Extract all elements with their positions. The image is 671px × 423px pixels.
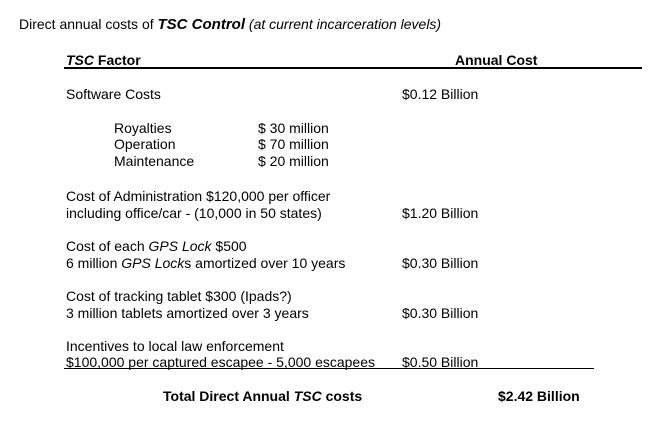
total-label-emphasis: TSC [293,388,322,404]
software-label: Software Costs [66,86,161,102]
software-item-label: Royalties [114,120,172,136]
incentives-cost: $0.50 Billion [402,354,479,370]
gps-line-2-rest: s amortized over 10 years [184,255,346,271]
header-divider [64,67,642,69]
gps-line-1-emphasis: GPS Lock [148,238,212,254]
header-factor-tsc: TSC [66,52,94,68]
gps-line-1: Cost of each GPS Lock $500 [66,238,247,254]
page-title: Direct annual costs of TSC Control (at c… [19,16,441,33]
header-factor-rest: Factor [94,52,141,68]
total-label: Total Direct Annual TSC costs [163,388,362,404]
administration-line-2: including office/car - (10,000 in 50 sta… [66,205,322,221]
gps-line-1-text: Cost of each [66,238,149,254]
column-header-cost: Annual Cost [455,52,538,68]
software-item-value: $ 70 million [258,136,329,152]
total-label-suffix: costs [321,388,363,404]
administration-line-1: Cost of Administration $120,000 per offi… [66,188,331,204]
tablet-cost: $0.30 Billion [402,305,479,321]
title-prefix: Direct annual costs of [19,16,158,32]
gps-line-2-text: 6 million [66,255,122,271]
incentives-line-1: Incentives to local law enforcement [66,338,284,354]
gps-cost: $0.30 Billion [402,255,479,271]
gps-line-1-price: $500 [211,238,247,254]
column-header-factor: TSC Factor [66,52,141,68]
total-label-text: Total Direct Annual [163,388,294,404]
title-emphasis: TSC Control [157,16,246,33]
incentives-line-2: $100,000 per captured escapee - 5,000 es… [66,354,376,370]
software-item-value: $ 20 million [258,153,329,169]
software-item-value: $ 30 million [258,120,329,136]
total-value: $2.42 Billion [498,388,580,404]
gps-line-2-emphasis: GPS Lock [121,255,185,271]
software-cost: $0.12 Billion [402,86,479,102]
software-item-label: Operation [114,136,176,152]
administration-cost: $1.20 Billion [402,205,479,221]
software-item-label: Maintenance [114,153,195,169]
title-suffix: (at current incarceration levels) [245,16,442,32]
total-divider [64,368,594,369]
tablet-line-1: Cost of tracking tablet $300 (Ipads?) [66,288,292,304]
tablet-line-2: 3 million tablets amortized over 3 years [66,305,309,321]
gps-line-2: 6 million GPS Locks amortized over 10 ye… [66,255,345,271]
